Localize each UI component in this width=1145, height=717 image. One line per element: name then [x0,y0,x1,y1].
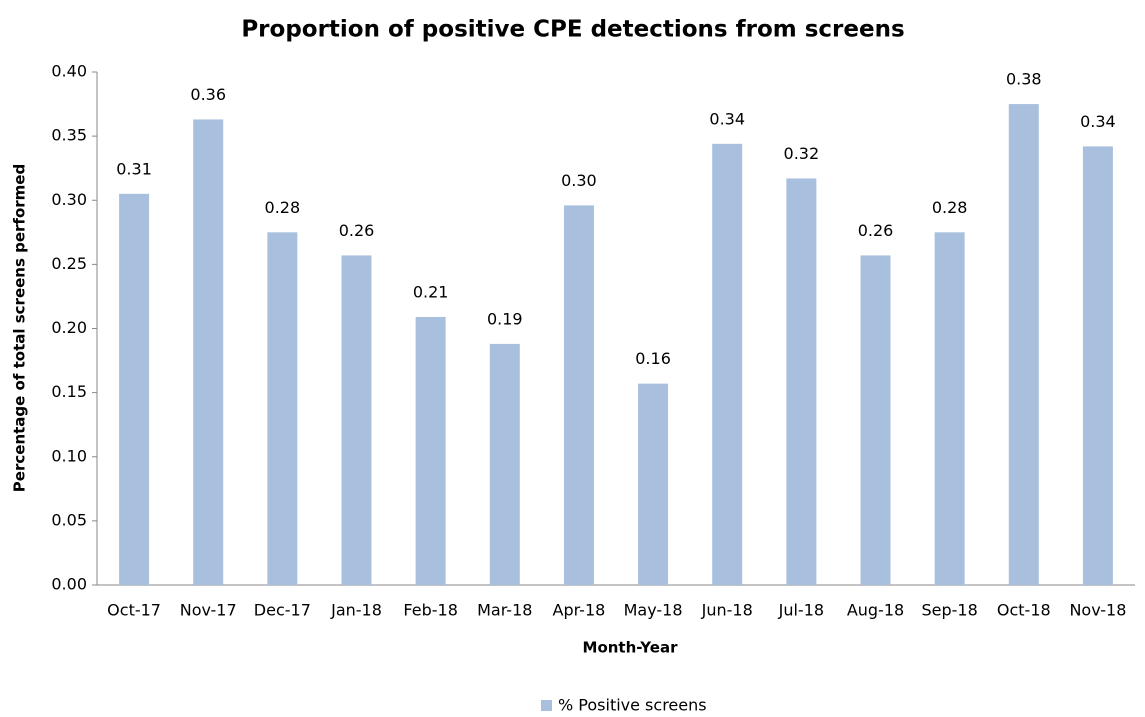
data-label: 0.26 [339,221,375,240]
bar [786,178,817,585]
data-label: 0.31 [116,159,152,178]
bar [415,316,446,585]
bar [860,255,891,585]
x-tick-label: Jan-18 [330,601,382,620]
data-label: 0.26 [858,221,894,240]
x-tick-label: Apr-18 [553,601,606,620]
bar [193,119,224,585]
bar [489,343,520,585]
data-label: 0.28 [932,198,968,217]
legend-label: % Positive screens [558,696,707,715]
data-label: 0.19 [487,309,523,328]
y-tick-label: 0.10 [51,446,87,465]
y-tick-label: 0.30 [51,190,87,209]
bar [563,205,594,585]
data-label: 0.34 [709,109,745,128]
data-label: 0.16 [635,349,671,368]
data-label: 0.30 [561,171,597,190]
x-tick-label: Jun-18 [701,601,753,620]
x-tick-label: May-18 [624,601,683,620]
bar [934,232,965,585]
bar [119,193,150,585]
bar [712,143,743,585]
x-tick-label: Feb-18 [403,601,457,620]
x-tick-label: Sep-18 [921,601,977,620]
x-tick-label: Oct-18 [997,601,1051,620]
x-tick-label: Aug-18 [847,601,904,620]
chart-title: Proportion of positive CPE detections fr… [241,17,904,43]
y-tick-label: 0.40 [51,62,87,81]
data-label: 0.34 [1080,112,1116,131]
y-tick-label: 0.05 [51,510,87,529]
data-label: 0.32 [784,144,820,163]
x-tick-label: Nov-17 [180,601,237,620]
bar [1082,146,1113,585]
y-axis-title: Percentage of total screens performed [11,164,29,492]
x-tick-label: Oct-17 [107,601,161,620]
x-tick-label: Jul-18 [778,601,824,620]
y-tick-label: 0.00 [51,575,87,594]
x-tick-label: Mar-18 [477,601,532,620]
data-label: 0.21 [413,282,449,301]
bar [638,383,669,585]
data-label: 0.36 [190,85,226,104]
y-tick-label: 0.20 [51,318,87,337]
x-tick-label: Nov-18 [1069,601,1126,620]
legend-swatch [541,700,552,711]
y-tick-label: 0.25 [51,254,87,273]
bar [267,232,298,585]
data-label: 0.38 [1006,70,1042,89]
bar [341,255,372,585]
x-axis-title: Month-Year [583,639,679,657]
bar [1008,104,1039,585]
y-tick-label: 0.15 [51,382,87,401]
x-tick-label: Dec-17 [254,601,311,620]
y-tick-label: 0.35 [51,126,87,145]
data-label: 0.28 [265,198,301,217]
